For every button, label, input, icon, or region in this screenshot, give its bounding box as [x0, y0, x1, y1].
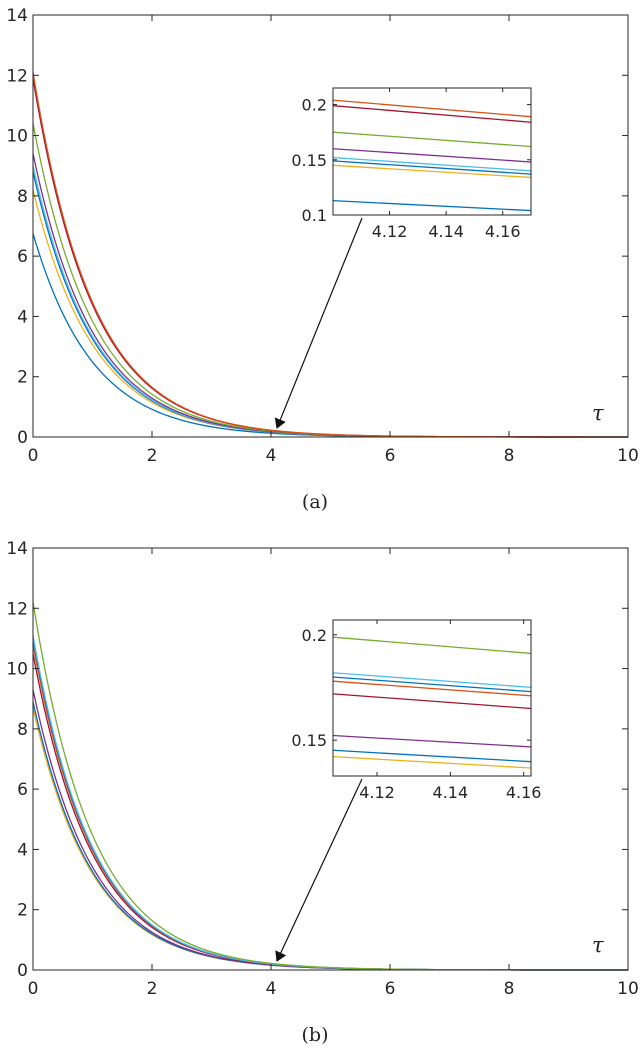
panel-a-series-line-3 [32, 171, 628, 438]
panel-a-zoom-arrow [274, 217, 363, 429]
panel-a-inset-x-tick-label: 4.12 [372, 222, 408, 241]
panel-b-inset-x-tick-label: 4.16 [506, 783, 542, 802]
panel-a-inset-series-line-2 [333, 164, 531, 179]
panel-b-y-tick-label: 10 [6, 660, 28, 680]
panel-a-inset-series-line-3 [333, 160, 531, 175]
panel-a-axes-frame [32, 14, 629, 438]
panel-b-inset: 4.12 4.14 4.16 0.15 0.2 [275, 619, 542, 962]
panel-b-x-tick-label: 10 [617, 979, 639, 999]
panel-a-series-line-2 [32, 189, 628, 438]
panel-b-y-tick-label: 0 [17, 961, 28, 981]
panel-b-inset-series-line-6 [333, 676, 531, 693]
panel-b-caption: (b) [302, 1024, 329, 1046]
panel-a-series-line-8 [32, 72, 628, 438]
panel-b-inset-series-line-3 [333, 734, 531, 748]
panel-b-axes-frame [32, 547, 629, 971]
panel-a-y-tick-label: 2 [17, 368, 28, 388]
panel-a-inset-series-line-5 [333, 148, 531, 163]
panel-b-inset-series-line-5 [333, 680, 531, 697]
panel-b-inset-x-tick-label: 4.14 [433, 783, 469, 802]
panel-b-inset-x-tick-label: 4.12 [359, 783, 395, 802]
panel-a-inset-y-tick-label: 0.15 [291, 151, 327, 170]
panel-a-x-tick-label: 2 [147, 446, 158, 466]
panel-b-y-tick-label: 2 [17, 901, 28, 921]
panel-b-y-tick-label: 6 [17, 780, 28, 800]
panel-b-x-tick-label: 8 [504, 979, 515, 999]
panel-a-y-tick-label: 8 [17, 187, 28, 207]
panel-a-inset-x-tick-label: 4.16 [485, 222, 521, 241]
panel-b-x-tick-label: 2 [147, 979, 158, 999]
panel-b-inset-background [333, 620, 531, 776]
panel-b-y-tick-label: 4 [17, 840, 28, 860]
panel-b-y-tick-label: 8 [17, 720, 28, 740]
panel-a-inset-frame [332, 87, 532, 216]
panel-a-x-tick-label: 0 [28, 446, 39, 466]
panel-a-series-line-1 [32, 233, 628, 438]
panel-a-inset-background [333, 88, 531, 215]
panel-a-y-tick-label: 6 [17, 247, 28, 267]
panel-a-inset-series-line-8 [333, 99, 531, 118]
panel-b-series-line-3 [32, 689, 628, 971]
panel-b-zoom-arrow [275, 778, 363, 962]
panel-a-y-tick-label: 14 [6, 6, 28, 26]
panel-a-x-tick-label: 4 [266, 446, 277, 466]
panel-b-inset-series-line-4 [333, 693, 531, 710]
panel-a-inset-series-line-4 [333, 156, 531, 172]
panel-b-y-tick-label: 14 [6, 539, 28, 559]
panel-a-inset-series-line-1 [333, 199, 531, 212]
panel-a-y-tick-label: 10 [6, 127, 28, 147]
panel-a-inset-series-line-6 [333, 131, 531, 148]
panel-a-series-line-4 [32, 165, 628, 438]
panel-a-inset-y-tick-label: 0.2 [302, 96, 327, 115]
panel-a-y-tick-label: 4 [17, 307, 28, 327]
panel-a-series-line-6 [32, 123, 629, 438]
panel-a-plot: 0 2 4 6 8 10 0 2 4 6 8 10 12 14 [6, 6, 638, 466]
panel-a-x-axis-label: τ [592, 401, 604, 425]
panel-b-inset-series-line-1 [333, 755, 531, 769]
panel-a: 0 2 4 6 8 10 0 2 4 6 8 10 12 14 4.12 4.14 4.16 0.1 0.15 0.… [6, 6, 638, 513]
panel-a-caption: (a) [302, 491, 328, 513]
panel-b-x-tick-label: 0 [28, 979, 39, 999]
panel-b: 0 2 4 6 8 10 0 2 4 6 8 10 12 14 4.12 4.14 4.16 0.15 0.2 τ… [6, 539, 638, 1046]
panel-a-x-tick-label: 8 [504, 446, 515, 466]
panel-a-inset-x-tick-label: 4.14 [428, 222, 464, 241]
panel-b-x-tick-label: 4 [266, 979, 277, 999]
panel-a-y-tick-label: 0 [17, 428, 28, 448]
panel-b-inset-y-tick-label: 0.2 [302, 626, 327, 645]
panel-b-inset-series-line-7 [333, 672, 531, 689]
panel-b-series-line-2 [32, 701, 628, 971]
panel-a-inset: 4.12 4.14 4.16 0.1 0.15 0.2 [274, 87, 532, 429]
panel-b-inset-series-line-8 [333, 636, 531, 655]
panel-a-y-tick-label: 12 [6, 66, 28, 86]
panel-a-series-line-7 [32, 78, 628, 438]
panel-b-series-line-5 [32, 644, 629, 971]
panel-a-x-tick-label: 6 [385, 446, 396, 466]
panel-b-series-line-1 [32, 707, 628, 971]
panel-b-x-axis-label: τ [592, 933, 604, 957]
panel-b-inset-series-line-2 [333, 749, 531, 763]
panel-b-inset-y-tick-label: 0.15 [291, 731, 327, 750]
panel-b-plot: 0 2 4 6 8 10 0 2 4 6 8 10 12 14 [6, 539, 638, 999]
panel-a-inset-series-line-7 [333, 105, 531, 123]
panel-a-inset-y-tick-label: 0.1 [302, 206, 327, 225]
panel-b-inset-frame [332, 619, 532, 777]
panel-b-x-tick-label: 6 [385, 979, 396, 999]
panel-b-y-tick-label: 12 [6, 599, 28, 619]
panel-a-x-tick-label: 10 [617, 446, 639, 466]
panel-b-series-line-4 [32, 653, 628, 971]
panel-b-series-line-7 [32, 635, 629, 971]
panel-b-series-line-6 [32, 638, 629, 971]
